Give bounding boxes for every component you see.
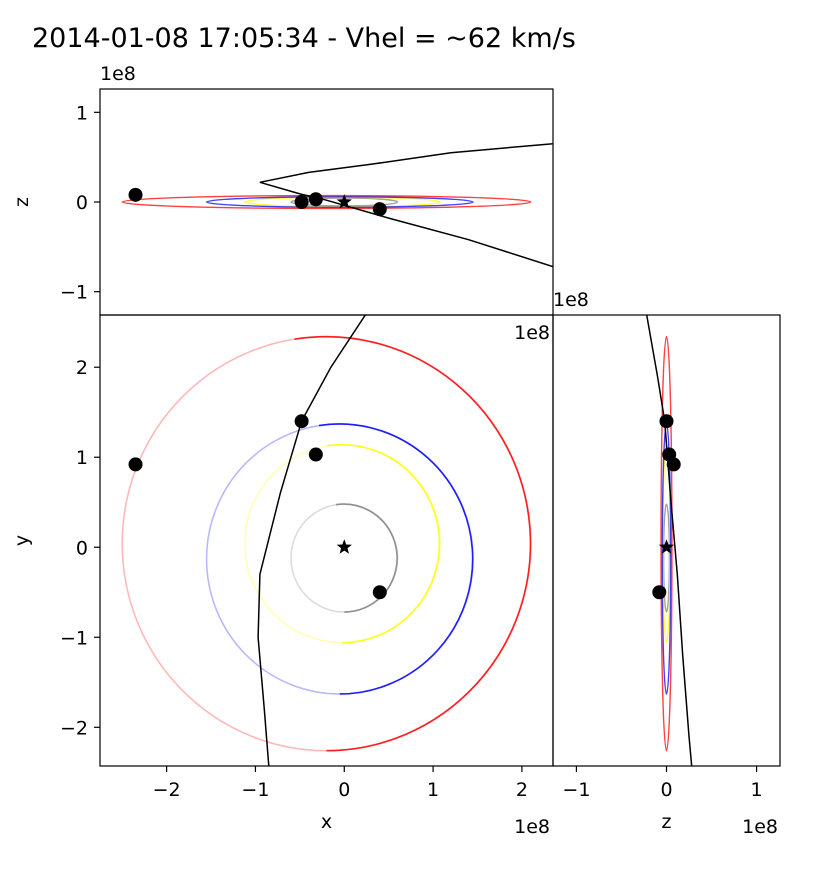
mercury-orbit-arc — [335, 503, 398, 613]
venus-orbit-arc — [327, 443, 441, 644]
y-tick-label: −1 — [60, 282, 88, 304]
axis-multiplier-label: 1e8 — [553, 289, 589, 311]
point-mars — [666, 457, 681, 472]
y-tick-label: 0 — [76, 537, 88, 559]
y-tick-label: 2 — [76, 357, 88, 379]
axis-multiplier-label: 1e8 — [100, 63, 136, 85]
earth-orbit-arc — [318, 423, 474, 695]
x-tick-label: 0 — [338, 779, 350, 801]
x-tick-label: −2 — [153, 779, 181, 801]
point-mercury — [372, 202, 387, 217]
earth-orbit-xz — [205, 196, 474, 208]
y-tick-label: 0 — [76, 192, 88, 214]
axes-frame-xy — [99, 314, 554, 767]
axis-multiplier-label: 1e8 — [514, 322, 550, 344]
point-venus — [308, 447, 323, 462]
point-earth — [294, 195, 309, 209]
y-tick-label: −2 — [60, 717, 88, 739]
y-tick-label: 1 — [76, 102, 88, 124]
sun-star-marker — [658, 539, 675, 554]
y-axis-label: y — [11, 535, 33, 546]
point-venus — [308, 192, 323, 207]
mercury-orbit-zy — [662, 503, 671, 613]
sun-star-marker — [336, 194, 352, 209]
axis-multiplier-label: 1e8 — [514, 816, 550, 838]
point-earth — [659, 414, 674, 429]
x-tick-label: 1 — [751, 779, 763, 801]
trajectory-zy — [645, 315, 693, 766]
chart-title: 2014-01-08 17:05:34 - Vhel = ~62 km/s — [32, 23, 576, 54]
point-earth — [294, 414, 309, 429]
x-axis-label: x — [321, 811, 332, 833]
point-mars — [128, 187, 143, 202]
axis-multiplier-label: 1e8 — [742, 816, 778, 838]
sun-star-marker — [336, 539, 352, 554]
axes-frame-xz — [99, 88, 554, 316]
x-tick-label: 2 — [516, 779, 528, 801]
trajectory-xy — [257, 315, 367, 766]
y-tick-label: −1 — [60, 627, 88, 649]
trajectory-xz — [259, 142, 553, 268]
x-tick-label: 1 — [427, 779, 439, 801]
mars-orbit-faded — [121, 335, 532, 752]
point-mercury — [372, 585, 387, 600]
x-axis-label: z — [662, 811, 672, 833]
x-tick-label: 0 — [660, 779, 672, 801]
mars-orbit-arc — [294, 335, 532, 752]
point-mercury — [652, 585, 667, 600]
y-axis-label: z — [11, 197, 33, 207]
x-tick-label: −1 — [562, 779, 590, 801]
point-mars — [128, 457, 143, 472]
mars-orbit-zy — [660, 335, 673, 752]
y-tick-label: 1 — [76, 447, 88, 469]
x-tick-label: −1 — [241, 779, 269, 801]
mars-orbit-xz — [121, 194, 532, 210]
